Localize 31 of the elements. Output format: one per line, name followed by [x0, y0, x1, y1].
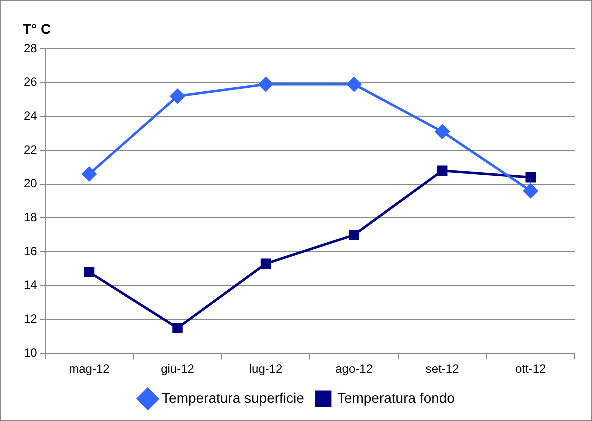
- y-tick-label: 26: [24, 75, 38, 90]
- x-tick-label: ott-12: [516, 362, 547, 376]
- point: [258, 77, 274, 92]
- point: [170, 89, 186, 104]
- y-tick-label: 22: [24, 142, 38, 157]
- x-tick-label: mag-12: [69, 362, 110, 376]
- x-tick-label: ago-12: [336, 362, 374, 376]
- y-tick-label: 14: [24, 278, 38, 292]
- point: [84, 267, 95, 278]
- x-tick-label: lug-12: [249, 362, 284, 376]
- point: [172, 323, 183, 334]
- y-axis-title: T° C: [23, 21, 52, 37]
- point: [349, 230, 360, 240]
- point: [260, 258, 272, 270]
- y-tick-label: 24: [24, 109, 38, 123]
- point: [435, 124, 450, 140]
- point: [526, 172, 536, 183]
- x-tick-label: set-12: [426, 362, 460, 376]
- legend-label: Temperatura fondo: [337, 390, 456, 406]
- y-tick-label: 12: [24, 312, 38, 326]
- y-tick-label: 18: [24, 210, 38, 225]
- y-tick-label: 16: [24, 244, 38, 258]
- point: [347, 77, 362, 92]
- point: [437, 166, 448, 176]
- y-tick-label: 28: [24, 41, 38, 56]
- legend-label: Temperatura superficie: [162, 390, 305, 406]
- y-tick-label: 10: [24, 346, 38, 360]
- y-tick-label: 20: [24, 176, 38, 191]
- x-tick-label: giu-12: [161, 362, 195, 376]
- point: [524, 184, 538, 198]
- point: [82, 166, 97, 182]
